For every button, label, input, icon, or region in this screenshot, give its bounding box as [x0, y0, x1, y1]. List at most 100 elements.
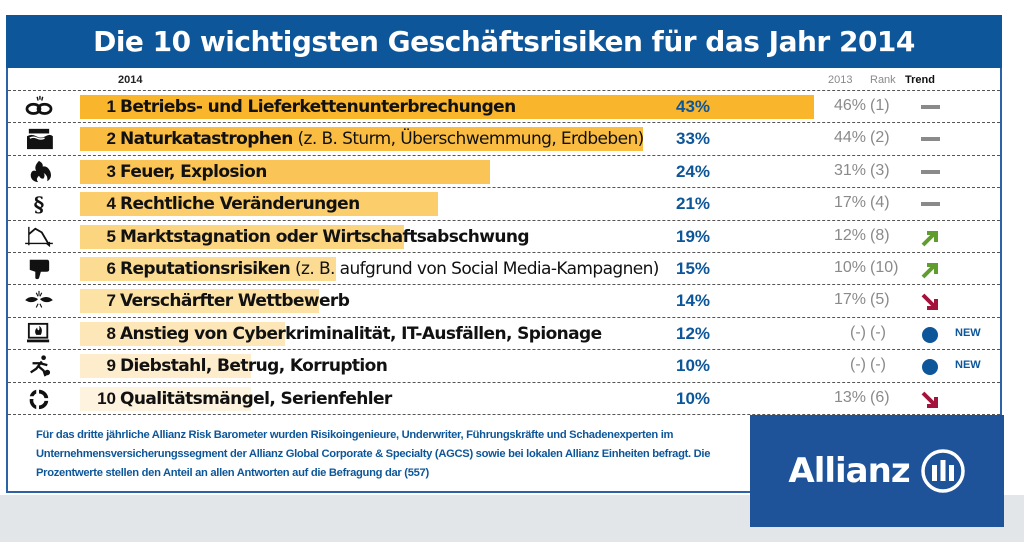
- rank-2013: (2): [870, 129, 890, 147]
- value-label-2014: 21%: [676, 194, 711, 214]
- rank-2013: (-): [870, 323, 886, 341]
- risk-label-main: Anstieg von Cyberkriminalität, IT-Ausfäl…: [120, 323, 602, 344]
- table-row: 8 Anstieg von Cyberkriminalität, IT-Ausfä…: [8, 316, 1000, 350]
- rank-2013: (3): [870, 161, 890, 179]
- rank-number: 3: [106, 161, 116, 181]
- thumbs-down-icon: [29, 259, 50, 280]
- value-label-2014: 10%: [676, 388, 711, 408]
- table-row: 5 Marktstagnation oder Wirtschaftsabschwu…: [8, 219, 1000, 253]
- rank-number: 1: [106, 97, 116, 116]
- rank-number: 9: [106, 356, 116, 376]
- rank-2013: (6): [870, 388, 890, 406]
- bar-2014: [80, 127, 643, 152]
- fire-icon: [30, 160, 51, 182]
- new-badge: NEW: [955, 359, 981, 372]
- value-label-2014: 12%: [676, 323, 711, 343]
- value-label-2013: 10%: [833, 259, 866, 276]
- trend-up-icon: [921, 230, 938, 247]
- risk-label-note: (z. B. aufgrund von Social Media-Kampagn…: [290, 259, 659, 279]
- computer-fire-icon: [27, 322, 50, 343]
- risk-label-note: (z. B. Sturm, Überschwemmung, Erdbeben): [292, 129, 645, 150]
- risk-label-main: Rechtliche Veränderungen: [120, 194, 360, 215]
- value-label-2014: 19%: [676, 226, 711, 246]
- rank-number: 4: [106, 194, 116, 214]
- rank-number: 2: [106, 129, 116, 149]
- bar-2014: [80, 159, 490, 184]
- risk-label-main: Verschärfter Wettbewerb: [120, 291, 350, 312]
- value-label-2013: (-): [850, 323, 866, 341]
- value-label-2013: 17%: [833, 291, 866, 309]
- value-label-2014: 15%: [676, 259, 711, 278]
- bar-2014: [80, 95, 814, 119]
- value-label-2014: 10%: [676, 356, 711, 376]
- table-bottom-divider: [8, 414, 1000, 415]
- bar-2014: [80, 289, 319, 314]
- table-row: 1 Betriebs- und Lieferkettenunterbrechung…: [8, 90, 1000, 123]
- bar-2014: [80, 192, 438, 217]
- allianz-logo: Allianz: [750, 415, 1004, 527]
- value-label-2013: 13%: [833, 388, 866, 406]
- risk-label: Diebstahl, Betrug, Korruption: [120, 356, 388, 377]
- value-label-2014: 43%: [676, 97, 711, 116]
- running-thief-icon: [30, 355, 51, 377]
- risk-label: Betriebs- und Lieferkettenunterbrechunge…: [120, 97, 516, 117]
- column-header-trend: Trend: [905, 74, 935, 86]
- rank-2013: (8): [870, 226, 890, 244]
- trend-flat-icon: [921, 105, 940, 109]
- risk-label-main: Marktstagnation oder Wirtschaftsabschwun…: [120, 226, 530, 247]
- risk-label-main: Qualitätsmängel, Serienfehler: [120, 388, 392, 409]
- risk-label: Marktstagnation oder Wirtschaftsabschwun…: [120, 226, 530, 247]
- trend-down-icon: [921, 293, 938, 311]
- trend-down-icon: [921, 391, 938, 408]
- table-row: 6 Reputationsrisiken (z. B. aufgrund von …: [8, 252, 1000, 285]
- value-label-2013: 31%: [833, 161, 866, 179]
- value-label-2014: 33%: [676, 129, 711, 149]
- rank-number: 6: [106, 259, 116, 278]
- risk-label: Qualitätsmängel, Serienfehler: [120, 389, 392, 409]
- footnote: Für das dritte jährliche Allianz Risk Ba…: [36, 429, 711, 479]
- value-label-2014: 14%: [676, 291, 711, 311]
- flood-icon: [27, 129, 53, 150]
- bar-2014: [80, 354, 251, 379]
- table-row: 3 Feuer, Explosion 24% 31% (3): [8, 154, 1000, 188]
- value-label-2014: 24%: [676, 161, 711, 181]
- bar-2014: [80, 321, 285, 346]
- rank-number: 10: [97, 388, 116, 408]
- column-header-2014: 2014: [118, 74, 143, 86]
- value-label-2013: 17%: [833, 194, 866, 212]
- table-row: 10 Qualitätsmängel, Serienfehler 10% 13% (6): [8, 381, 1000, 415]
- risk-label-main: Naturkatastrophen: [120, 129, 293, 150]
- risk-label-main: Feuer, Explosion: [120, 161, 267, 182]
- new-badge: NEW: [955, 326, 981, 339]
- column-header-2013: 2013: [828, 74, 853, 86]
- rank-number: 7: [106, 291, 116, 311]
- rank-2013: (-): [870, 356, 886, 374]
- table-row: 2 Naturkatastrophen (z. B. Sturm, Übersch…: [8, 122, 1000, 155]
- rank-number: 5: [106, 226, 116, 246]
- trend-new-icon: [922, 326, 938, 343]
- value-label-2013: 46%: [833, 97, 866, 114]
- column-header-rank: Rank: [870, 74, 896, 86]
- risk-label: Reputationsrisiken (z. B. aufgrund von S…: [120, 259, 659, 279]
- allianz-eagle-mark-icon: [920, 449, 965, 493]
- broken-chain-icon: [25, 95, 53, 115]
- recycle-icon: [29, 389, 49, 409]
- trend-flat-icon: [921, 169, 940, 174]
- risk-label: Anstieg von Cyberkriminalität, IT-Ausfäl…: [120, 324, 602, 344]
- trend-new-icon: [922, 359, 938, 376]
- trend-up-icon: [921, 263, 938, 279]
- risk-label: Rechtliche Veränderungen: [120, 194, 360, 214]
- declining-chart-icon: [25, 226, 53, 247]
- rank-2013: (4): [870, 194, 890, 212]
- bar-2014: [80, 386, 251, 411]
- table-row: 9 Diebstahl, Betrug, Korruption 10% (-) (-) N…: [8, 349, 1000, 382]
- rank-2013: (1): [870, 97, 890, 114]
- rank-2013: (10): [870, 259, 899, 276]
- value-label-2013: 12%: [833, 226, 866, 244]
- trend-flat-icon: [921, 137, 940, 142]
- paragraph-icon: §: [34, 193, 45, 217]
- logo-text: Allianz: [788, 451, 910, 491]
- risk-label: Naturkatastrophen (z. B. Sturm, Überschw…: [120, 129, 644, 149]
- risk-label: Verschärfter Wettbewerb: [120, 291, 350, 312]
- risk-label-main: Diebstahl, Betrug, Korruption: [120, 356, 388, 377]
